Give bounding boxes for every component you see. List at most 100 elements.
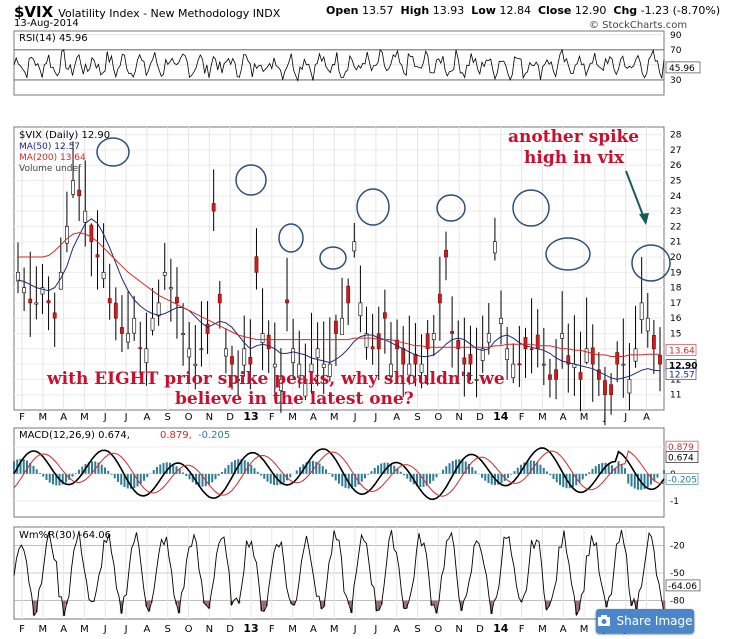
spike-circle: [512, 189, 550, 227]
wmr-x-tick-label: A: [560, 624, 567, 635]
price-candle: [34, 302, 39, 305]
wmr-legend: Wm%R(30) -64.06: [19, 530, 111, 541]
macd-histogram-bar: [315, 461, 318, 474]
price-x-tick-label: A: [393, 412, 400, 423]
price-y-tick-label: 19: [670, 268, 682, 278]
macd-histogram-bar: [266, 473, 269, 482]
wmr-oversold-fill: [145, 600, 148, 607]
macd-legend-macd: MACD(12,26,9) 0.674,: [19, 430, 130, 441]
price-candle: [113, 302, 118, 319]
macd-histogram-bar: [370, 471, 373, 474]
macd-histogram-bar: [338, 473, 340, 484]
price-candle: [517, 363, 522, 366]
price-candle: [548, 374, 552, 380]
wmr-x-tick-label: F: [19, 624, 25, 635]
macd-histogram-bar: [253, 468, 256, 474]
wmr-oversold-fill: [490, 600, 493, 614]
price-candle: [89, 224, 94, 243]
high-value: 13.93: [432, 4, 465, 17]
price-candle: [609, 384, 613, 396]
price-candle: [40, 287, 45, 295]
chg-label: Chg: [613, 4, 638, 17]
macd-histogram-bar: [305, 462, 308, 474]
macd-histogram-bar: [474, 470, 477, 474]
price-candle: [499, 317, 503, 324]
price-y-tick-label: 22: [670, 222, 681, 232]
macd-histogram-bar: [341, 473, 344, 487]
price-candle: [639, 302, 644, 320]
macd-histogram-bar: [22, 459, 25, 474]
macd-histogram-bar: [468, 464, 470, 474]
macd-histogram-bar: [26, 460, 28, 474]
price-candle: [444, 249, 448, 258]
price-candle: [71, 180, 75, 195]
price-legend-ma50: MA(50) 12.57: [19, 142, 80, 152]
price-candle: [248, 357, 253, 365]
price-x-tick-label: J: [373, 412, 377, 423]
wmr-oversold-fill: [435, 600, 438, 614]
price-candle: [480, 348, 485, 361]
macd-histogram-bar: [198, 473, 201, 487]
macd-histogram-bar: [240, 459, 243, 474]
price-candle: [297, 363, 302, 379]
wmr-oversold-fill: [577, 600, 581, 611]
wmr-oversold-fill: [35, 600, 38, 612]
macd-histogram-bar: [455, 459, 457, 474]
macd-histogram-bar: [318, 463, 321, 474]
macd-histogram-bar: [94, 461, 97, 474]
macd-histogram-bar: [13, 461, 15, 474]
low-value: 12.84: [499, 4, 531, 17]
macd-histogram-bar: [510, 473, 513, 475]
wmr-oversold-fill: [120, 600, 123, 614]
macd-histogram-bar: [263, 473, 266, 479]
macd-histogram-bar: [282, 473, 285, 483]
macd-histogram-bar: [104, 467, 106, 474]
price-candle: [291, 348, 296, 363]
price-candle: [162, 272, 167, 276]
macd-histogram-bar: [555, 473, 558, 483]
macd-histogram-bar: [295, 470, 298, 474]
price-candle: [327, 363, 332, 377]
macd-histogram-bar: [377, 465, 379, 474]
macd-histogram-bar: [562, 473, 565, 488]
macd-histogram-bar: [152, 469, 155, 474]
price-candle: [358, 302, 363, 317]
wmr-x-tick-label: M: [38, 624, 47, 635]
price-x-tick-label: F: [19, 412, 25, 423]
macd-histogram-bar: [97, 462, 100, 474]
wmr-x-tick-label: S: [165, 624, 171, 635]
macd-histogram-bar: [565, 473, 568, 489]
price-x-tick-label: F: [519, 412, 525, 423]
price-candle: [621, 363, 626, 366]
macd-histogram-bar: [471, 467, 474, 474]
wmr-oversold-fill: [290, 600, 293, 604]
price-candle: [511, 363, 516, 379]
macd-histogram-bar: [663, 470, 665, 474]
price-legend-volume: Volume undef: [19, 164, 82, 174]
price-candle: [370, 346, 375, 350]
macd-histogram-bar: [546, 471, 548, 474]
macd-histogram-bar: [591, 468, 594, 474]
price-candle: [303, 379, 308, 397]
macd-histogram-bar: [526, 460, 529, 474]
macd-histogram-bar: [624, 468, 626, 474]
macd-histogram-bar: [178, 469, 181, 474]
spike-circle: [235, 164, 267, 196]
price-candle: [566, 355, 571, 365]
macd-histogram-bar: [539, 464, 542, 474]
rsi-y-tick-label: 30: [670, 76, 682, 86]
price-candle: [651, 335, 656, 350]
macd-histogram-bar: [396, 468, 399, 474]
macd-histogram-bar: [637, 473, 639, 490]
price-candle: [596, 369, 601, 380]
price-right-value-label: 12.90: [669, 362, 697, 372]
price-x-tick-label: J: [353, 412, 357, 423]
macd-histogram-bar: [81, 466, 84, 474]
wmr-x-tick-label: M: [330, 624, 339, 635]
share-image-button[interactable]: Share Image: [596, 609, 694, 633]
macd-histogram-bar: [243, 460, 246, 474]
price-candle: [321, 363, 326, 368]
macd-histogram-bar: [572, 473, 574, 488]
price-candle: [309, 363, 314, 373]
wmr-oversold-fill: [377, 600, 381, 611]
